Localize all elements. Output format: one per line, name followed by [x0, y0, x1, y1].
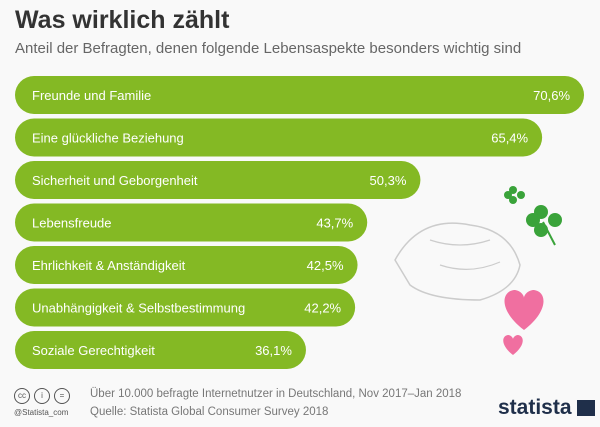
survey-note: Über 10.000 befragte Internetnutzer in D…: [90, 388, 462, 400]
decoration-illustration: [394, 186, 562, 355]
bar-label: Sicherheit und Geborgenheit: [32, 173, 198, 188]
bar: [15, 76, 585, 114]
chart-subtitle: Anteil der Befragten, denen folgende Leb…: [15, 40, 522, 57]
statista-logo[interactable]: statista: [498, 396, 595, 420]
value-label: 65,4%: [491, 131, 528, 146]
source: Quelle: Statista Global Consumer Survey …: [90, 406, 329, 418]
heart-icon: [504, 290, 544, 330]
bar-label: Soziale Gerechtigkeit: [32, 343, 155, 358]
value-label: 42,2%: [304, 301, 341, 316]
license-icons: cc i =: [14, 388, 70, 404]
bar-label: Ehrlichkeit & Anständigkeit: [32, 258, 186, 273]
clover-icon: [504, 186, 525, 204]
bar: [15, 331, 306, 369]
value-label: 70,6%: [533, 88, 570, 103]
clover-icon: [526, 205, 562, 246]
bar: [15, 246, 358, 284]
bar: [15, 118, 543, 157]
chart-title: Was wirklich zählt: [15, 6, 230, 34]
bar-chart: Freunde und Familie 70,6% Eine glückliche …: [15, 76, 585, 369]
bar: [15, 161, 421, 199]
bar-label: Eine glückliche Beziehung: [32, 131, 184, 146]
bar-label: Lebensfreude: [32, 216, 112, 231]
cc-icon: cc: [14, 388, 30, 404]
logo-icon: [576, 400, 595, 416]
value-label: 50,3%: [370, 173, 407, 188]
heart-icon: [503, 335, 523, 355]
value-label: 36,1%: [255, 343, 292, 358]
bar-label: Unabhängigkeit & Selbstbestimmung: [32, 301, 245, 316]
by-icon: i: [34, 388, 50, 404]
bar: [15, 288, 356, 327]
value-label: 43,7%: [316, 216, 353, 231]
nd-icon: =: [54, 388, 70, 404]
value-label: 42,5%: [307, 258, 344, 273]
bar-label: Freunde und Familie: [32, 88, 151, 103]
twitter-handle: @Statista_com: [14, 408, 69, 417]
bar: [15, 203, 368, 242]
